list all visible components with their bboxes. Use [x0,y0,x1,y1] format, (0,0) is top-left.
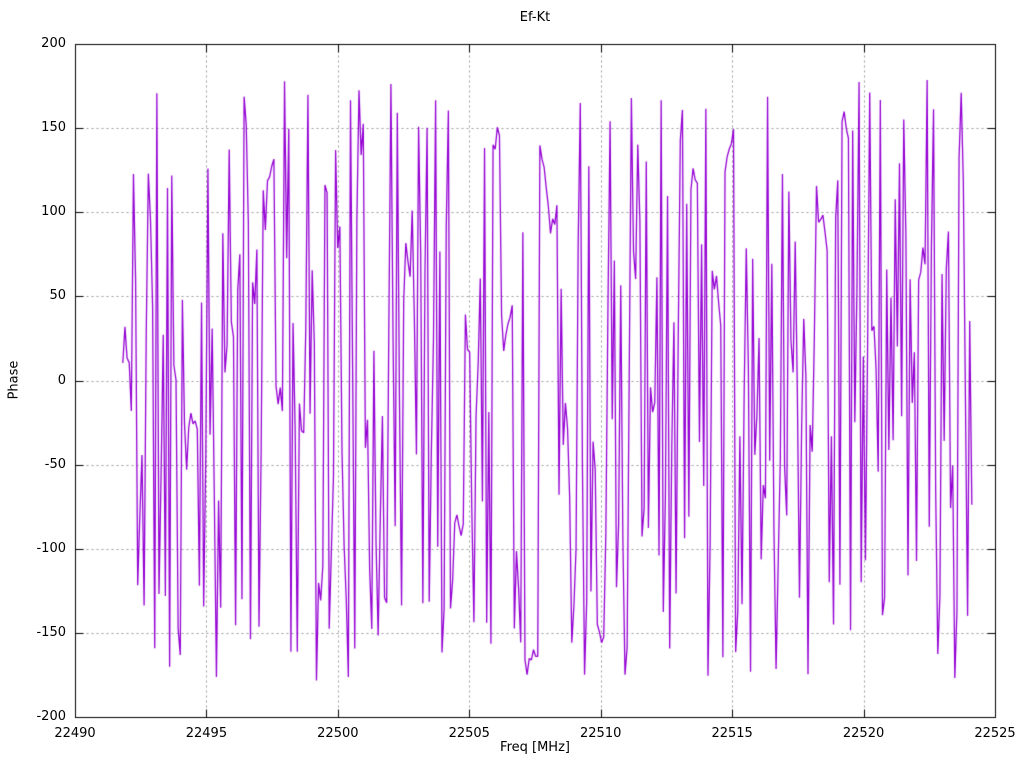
y-tick-label: -150 [36,624,66,640]
x-axis-title: Freq [MHz] [500,740,570,755]
chart-title: Ef-Kt [519,10,551,25]
y-tick-label: 0 [57,372,66,388]
x-tick-label: 22500 [317,726,359,741]
y-tick-label: -100 [36,540,66,556]
y-tick-label: 150 [41,120,66,136]
y-tick-label: -50 [44,456,66,472]
x-tick-label: 22520 [842,726,885,741]
y-tick-label: -200 [36,709,66,724]
x-tick-label: 22515 [711,726,753,741]
x-tick-label: 22525 [974,726,1016,741]
x-tick-label: 22490 [54,726,96,741]
y-tick-label: 200 [41,36,66,51]
x-tick-label: 22495 [185,726,228,741]
y-tick-label: 50 [49,288,66,304]
x-tick-label: 22505 [448,726,490,741]
x-tick-label: 22510 [580,726,622,741]
y-tick-label: 100 [41,204,66,220]
